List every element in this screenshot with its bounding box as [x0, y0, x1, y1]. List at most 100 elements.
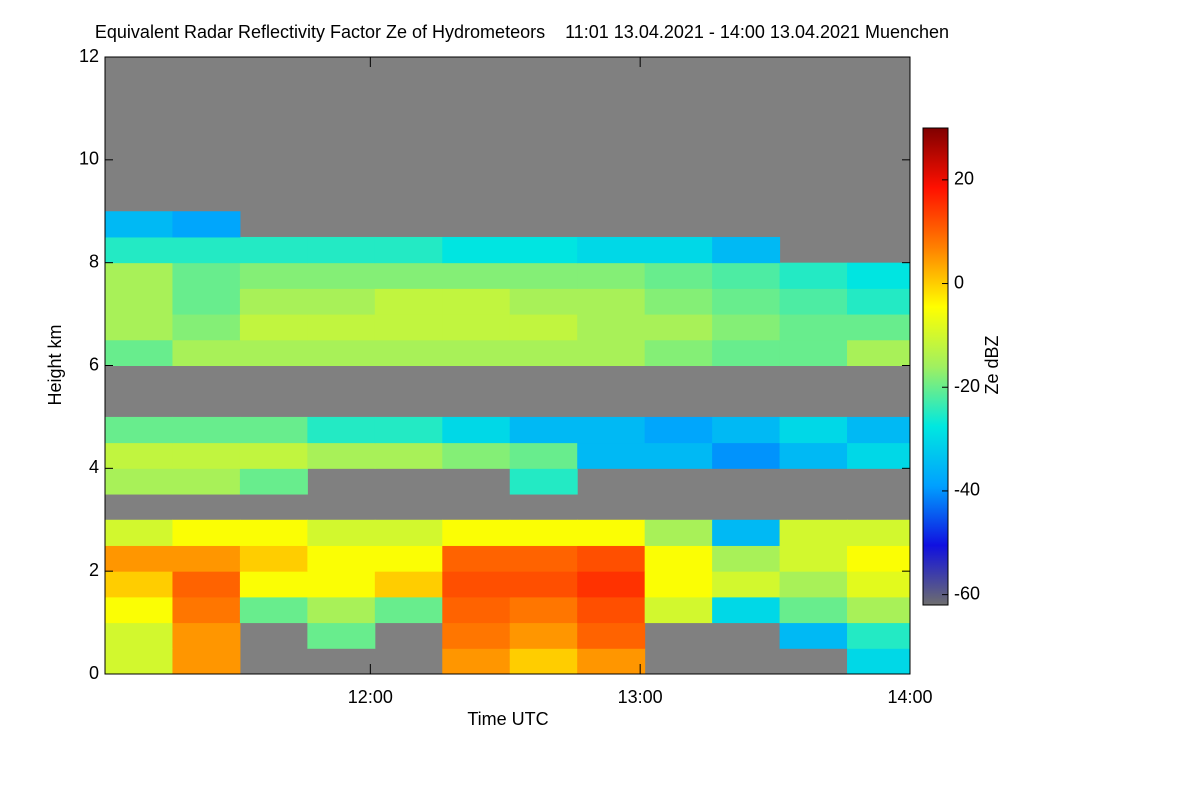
heat-cell — [442, 596, 511, 624]
heat-cell — [577, 314, 646, 341]
heat-cell — [509, 288, 578, 315]
heat-cell — [847, 519, 911, 546]
heat-cell — [172, 339, 241, 366]
x-axis-label: Time UTC — [467, 709, 548, 729]
heat-cell — [442, 339, 511, 366]
heat-cell — [105, 211, 173, 238]
heat-cell — [577, 519, 646, 546]
heat-cell — [712, 571, 781, 598]
heat-cell — [779, 519, 848, 546]
heat-cell — [644, 236, 713, 264]
heat-cell — [105, 339, 173, 366]
colorbar-tick-label: -60 — [954, 583, 980, 603]
heat-cell — [712, 314, 781, 341]
heat-cell — [577, 571, 646, 598]
heat-cell — [847, 262, 911, 289]
heat-cell — [847, 648, 911, 675]
heat-cell — [239, 339, 308, 366]
heat-cell — [712, 262, 781, 289]
x-tick-label: 14:00 — [887, 687, 932, 707]
heat-cell — [712, 236, 781, 264]
heat-cell — [307, 519, 376, 546]
heat-cell — [374, 262, 443, 289]
heat-cell — [779, 339, 848, 366]
colorbar-label: Ze dBZ — [982, 335, 1002, 394]
heat-cell — [847, 596, 911, 624]
heat-cell — [577, 545, 646, 572]
heat-cell — [509, 468, 578, 495]
heat-cell — [172, 622, 241, 649]
heat-cell — [509, 571, 578, 598]
heat-cell — [779, 416, 848, 444]
heat-cell — [374, 442, 443, 469]
heat-cell — [509, 442, 578, 469]
heat-cell — [442, 314, 511, 341]
heat-cell — [239, 416, 308, 444]
heat-cell — [644, 545, 713, 572]
heat-cell — [442, 519, 511, 546]
colorbar-tick-label: -20 — [954, 376, 980, 396]
heat-cell — [239, 442, 308, 469]
y-tick-label: 4 — [89, 457, 99, 477]
heat-cell — [105, 314, 173, 341]
heat-cell — [847, 622, 911, 649]
y-tick-label: 2 — [89, 560, 99, 580]
heat-cell — [779, 622, 848, 649]
heat-cell — [307, 314, 376, 341]
heat-cell — [577, 596, 646, 624]
heat-cell — [712, 596, 781, 624]
heat-cell — [577, 262, 646, 289]
heat-cell — [105, 648, 173, 675]
heat-cell — [779, 314, 848, 341]
heat-cell — [509, 339, 578, 366]
heat-cell — [239, 236, 308, 264]
heat-cell — [374, 314, 443, 341]
heat-cell — [374, 416, 443, 444]
heat-cell — [847, 339, 911, 366]
heat-cell — [172, 236, 241, 264]
heat-cell — [172, 545, 241, 572]
heat-cell — [577, 442, 646, 469]
heat-cell — [577, 416, 646, 444]
heat-cell — [239, 571, 308, 598]
heat-cell — [105, 596, 173, 624]
heat-cell — [307, 545, 376, 572]
heat-cell — [105, 519, 173, 546]
heat-cell — [239, 519, 308, 546]
colorbar-tick-label: 20 — [954, 169, 974, 189]
heat-cell — [307, 288, 376, 315]
y-tick-label: 0 — [89, 663, 99, 683]
y-tick-label: 8 — [89, 251, 99, 271]
heat-cell — [644, 416, 713, 444]
heat-cell — [442, 545, 511, 572]
heat-cell — [307, 236, 376, 264]
x-tick-label: 12:00 — [348, 687, 393, 707]
heat-cell — [847, 545, 911, 572]
heat-cell — [105, 545, 173, 572]
heat-cell — [172, 519, 241, 546]
heat-cell — [644, 339, 713, 366]
heat-cell — [779, 571, 848, 598]
heat-cell — [239, 596, 308, 624]
heat-cell — [644, 596, 713, 624]
heat-cell — [307, 596, 376, 624]
heat-cell — [239, 288, 308, 315]
heat-cell — [509, 236, 578, 264]
heat-cell — [509, 262, 578, 289]
heat-cell — [442, 571, 511, 598]
y-axis-label: Height km — [45, 324, 65, 405]
heat-cell — [307, 416, 376, 444]
heat-cell — [307, 571, 376, 598]
heat-cell — [374, 571, 443, 598]
heat-cell — [847, 416, 911, 444]
heat-cell — [374, 596, 443, 624]
heat-cell — [374, 519, 443, 546]
heat-cell — [374, 236, 443, 264]
heat-cell — [847, 288, 911, 315]
heat-cell — [105, 468, 173, 495]
heat-cell — [105, 622, 173, 649]
x-tick-label: 13:00 — [618, 687, 663, 707]
heat-cell — [712, 519, 781, 546]
heat-cell — [847, 571, 911, 598]
heat-cell — [442, 262, 511, 289]
